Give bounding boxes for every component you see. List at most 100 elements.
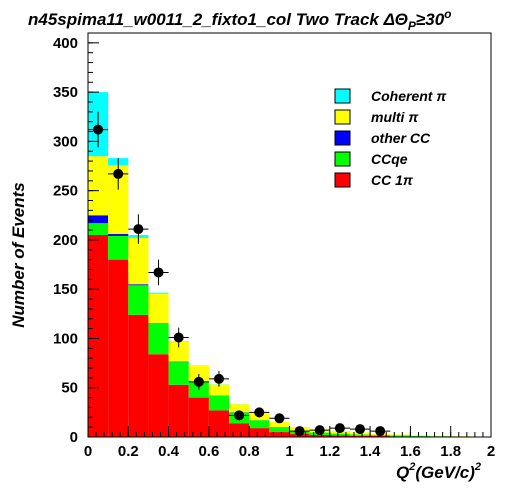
bar-ccqe-4 (168, 362, 189, 385)
data-point-marker-0 (93, 124, 104, 135)
legend-swatch-ccqe (334, 151, 351, 167)
bar-multi-1 (108, 165, 129, 235)
legend-swatch-coherent (334, 88, 351, 104)
data-point-5 (188, 373, 209, 390)
data-point-marker-4 (173, 332, 184, 343)
legend-label-other-cc: other CC (371, 130, 431, 146)
data-point-marker-5 (193, 376, 204, 387)
data-point-marker-6 (213, 373, 224, 384)
data-point-marker-14 (375, 426, 386, 437)
data-point-3 (148, 259, 169, 286)
x-tick-label-9: 1.8 (440, 443, 461, 460)
bar-cc-1-8 (249, 428, 270, 437)
bar-ccqe-15 (390, 435, 411, 437)
bar-cc-1-12 (329, 435, 350, 437)
bar-other-cc-1 (108, 234, 129, 236)
data-point-4 (168, 327, 189, 348)
y-tick-label-8: 400 (53, 35, 78, 52)
bar-cc-1-7 (229, 423, 250, 437)
legend-label-cc-1: CC 1π (371, 172, 414, 188)
bar-multi-2 (128, 237, 149, 285)
data-point-marker-2 (133, 224, 144, 235)
bar-cc-1-3 (148, 354, 169, 437)
x-tick-label-2: 0.4 (158, 443, 180, 460)
bar-cc-1-11 (309, 435, 330, 437)
data-point-7 (229, 410, 250, 421)
legend: Coherent π multi π other CC CCqe CC 1π (334, 88, 447, 188)
y-tick-label-4: 200 (53, 232, 78, 249)
bar-ccqe-3 (148, 323, 169, 355)
y-tick-label-0: 0 (70, 429, 78, 446)
bar-multi-16 (410, 435, 431, 437)
y-tick-label-3: 150 (53, 281, 78, 298)
data-point-8 (249, 407, 270, 418)
bar-ccqe-12 (329, 433, 350, 436)
bar-multi-9 (269, 422, 290, 428)
data-point-6 (208, 370, 230, 387)
x-tick-label-8: 1.6 (400, 443, 421, 460)
x-tick-label-0: 0 (84, 443, 92, 460)
bar-other-cc-0 (88, 215, 109, 224)
x-tick-label-3: 0.6 (198, 443, 219, 460)
data-point-9 (269, 413, 290, 424)
data-point-0 (88, 111, 109, 148)
legend-label-ccqe: CCqe (371, 151, 408, 167)
bar-cc-1-4 (168, 384, 189, 437)
bar-ccqe-13 (349, 434, 371, 437)
data-point-marker-8 (254, 407, 265, 418)
legend-item-coherent: Coherent π (334, 88, 447, 104)
bar-ccqe-6 (208, 395, 230, 411)
x-axis-label: Q2(GeV/c)2 (396, 461, 481, 482)
legend-label-coherent: Coherent π (371, 88, 447, 104)
y-tick-label-5: 250 (53, 183, 78, 200)
legend-label-multi: multi π (371, 109, 419, 125)
data-point-marker-10 (294, 426, 305, 437)
bar-cc-1-1 (108, 259, 129, 437)
bar-multi-6 (208, 384, 230, 396)
bar-cc-1-5 (188, 397, 209, 437)
legend-swatch-multi (334, 109, 351, 125)
bar-cc-1-2 (128, 314, 149, 437)
legend-swatch-other-cc (334, 130, 351, 146)
bar-multi-3 (148, 293, 169, 324)
legend-item-ccqe: CCqe (334, 151, 408, 167)
x-tick-label-7: 1.4 (360, 443, 382, 460)
data-point-marker-13 (355, 424, 366, 435)
legend-item-multi: multi π (334, 109, 419, 125)
chart-title: n45spima11_w0011_2_fixto1_col Two Track … (28, 7, 452, 33)
legend-item-other-cc: other CC (334, 130, 431, 146)
y-tick-label-6: 300 (53, 133, 78, 150)
bar-ccqe-0 (88, 223, 109, 235)
bar-ccqe-1 (108, 235, 129, 260)
data-point-marker-3 (153, 267, 164, 278)
data-point-marker-11 (314, 425, 325, 436)
bar-cc-1-6 (208, 410, 230, 437)
bar-multi-15 (390, 434, 411, 436)
data-point-marker-7 (234, 410, 245, 421)
bar-other-cc-2 (128, 284, 149, 286)
data-point-12 (329, 423, 350, 434)
bar-multi-5 (188, 365, 209, 382)
axes: 0 0.2 0.4 0.6 0.8 1 1.2 1.4 1.6 1.8 2 0 50 100 150 200 2… (53, 32, 495, 460)
data-point-1 (108, 158, 129, 190)
data-point-marker-12 (334, 423, 345, 434)
x-tick-label-6: 1.2 (319, 443, 340, 460)
x-tick-label-4: 0.8 (239, 443, 260, 460)
bar-multi-7 (229, 404, 250, 413)
y-tick-label-7: 350 (53, 84, 78, 101)
x-tick-label-1: 0.2 (118, 443, 139, 460)
bar-ccqe-8 (249, 420, 270, 429)
y-axis-label: Number of Events (9, 182, 28, 327)
data-point-marker-9 (274, 413, 285, 424)
data-point-13 (349, 424, 371, 435)
legend-swatch-cc-1 (334, 172, 351, 188)
x-tick-label-5: 1 (285, 443, 293, 460)
y-tick-label-2: 100 (53, 330, 78, 347)
data-points (88, 111, 391, 437)
bar-multi-4 (168, 341, 189, 362)
data-point-marker-1 (113, 168, 124, 179)
bar-coherent-3 (148, 292, 169, 294)
x-tick-label-10: 2 (487, 443, 495, 460)
bar-ccqe-2 (128, 285, 149, 315)
